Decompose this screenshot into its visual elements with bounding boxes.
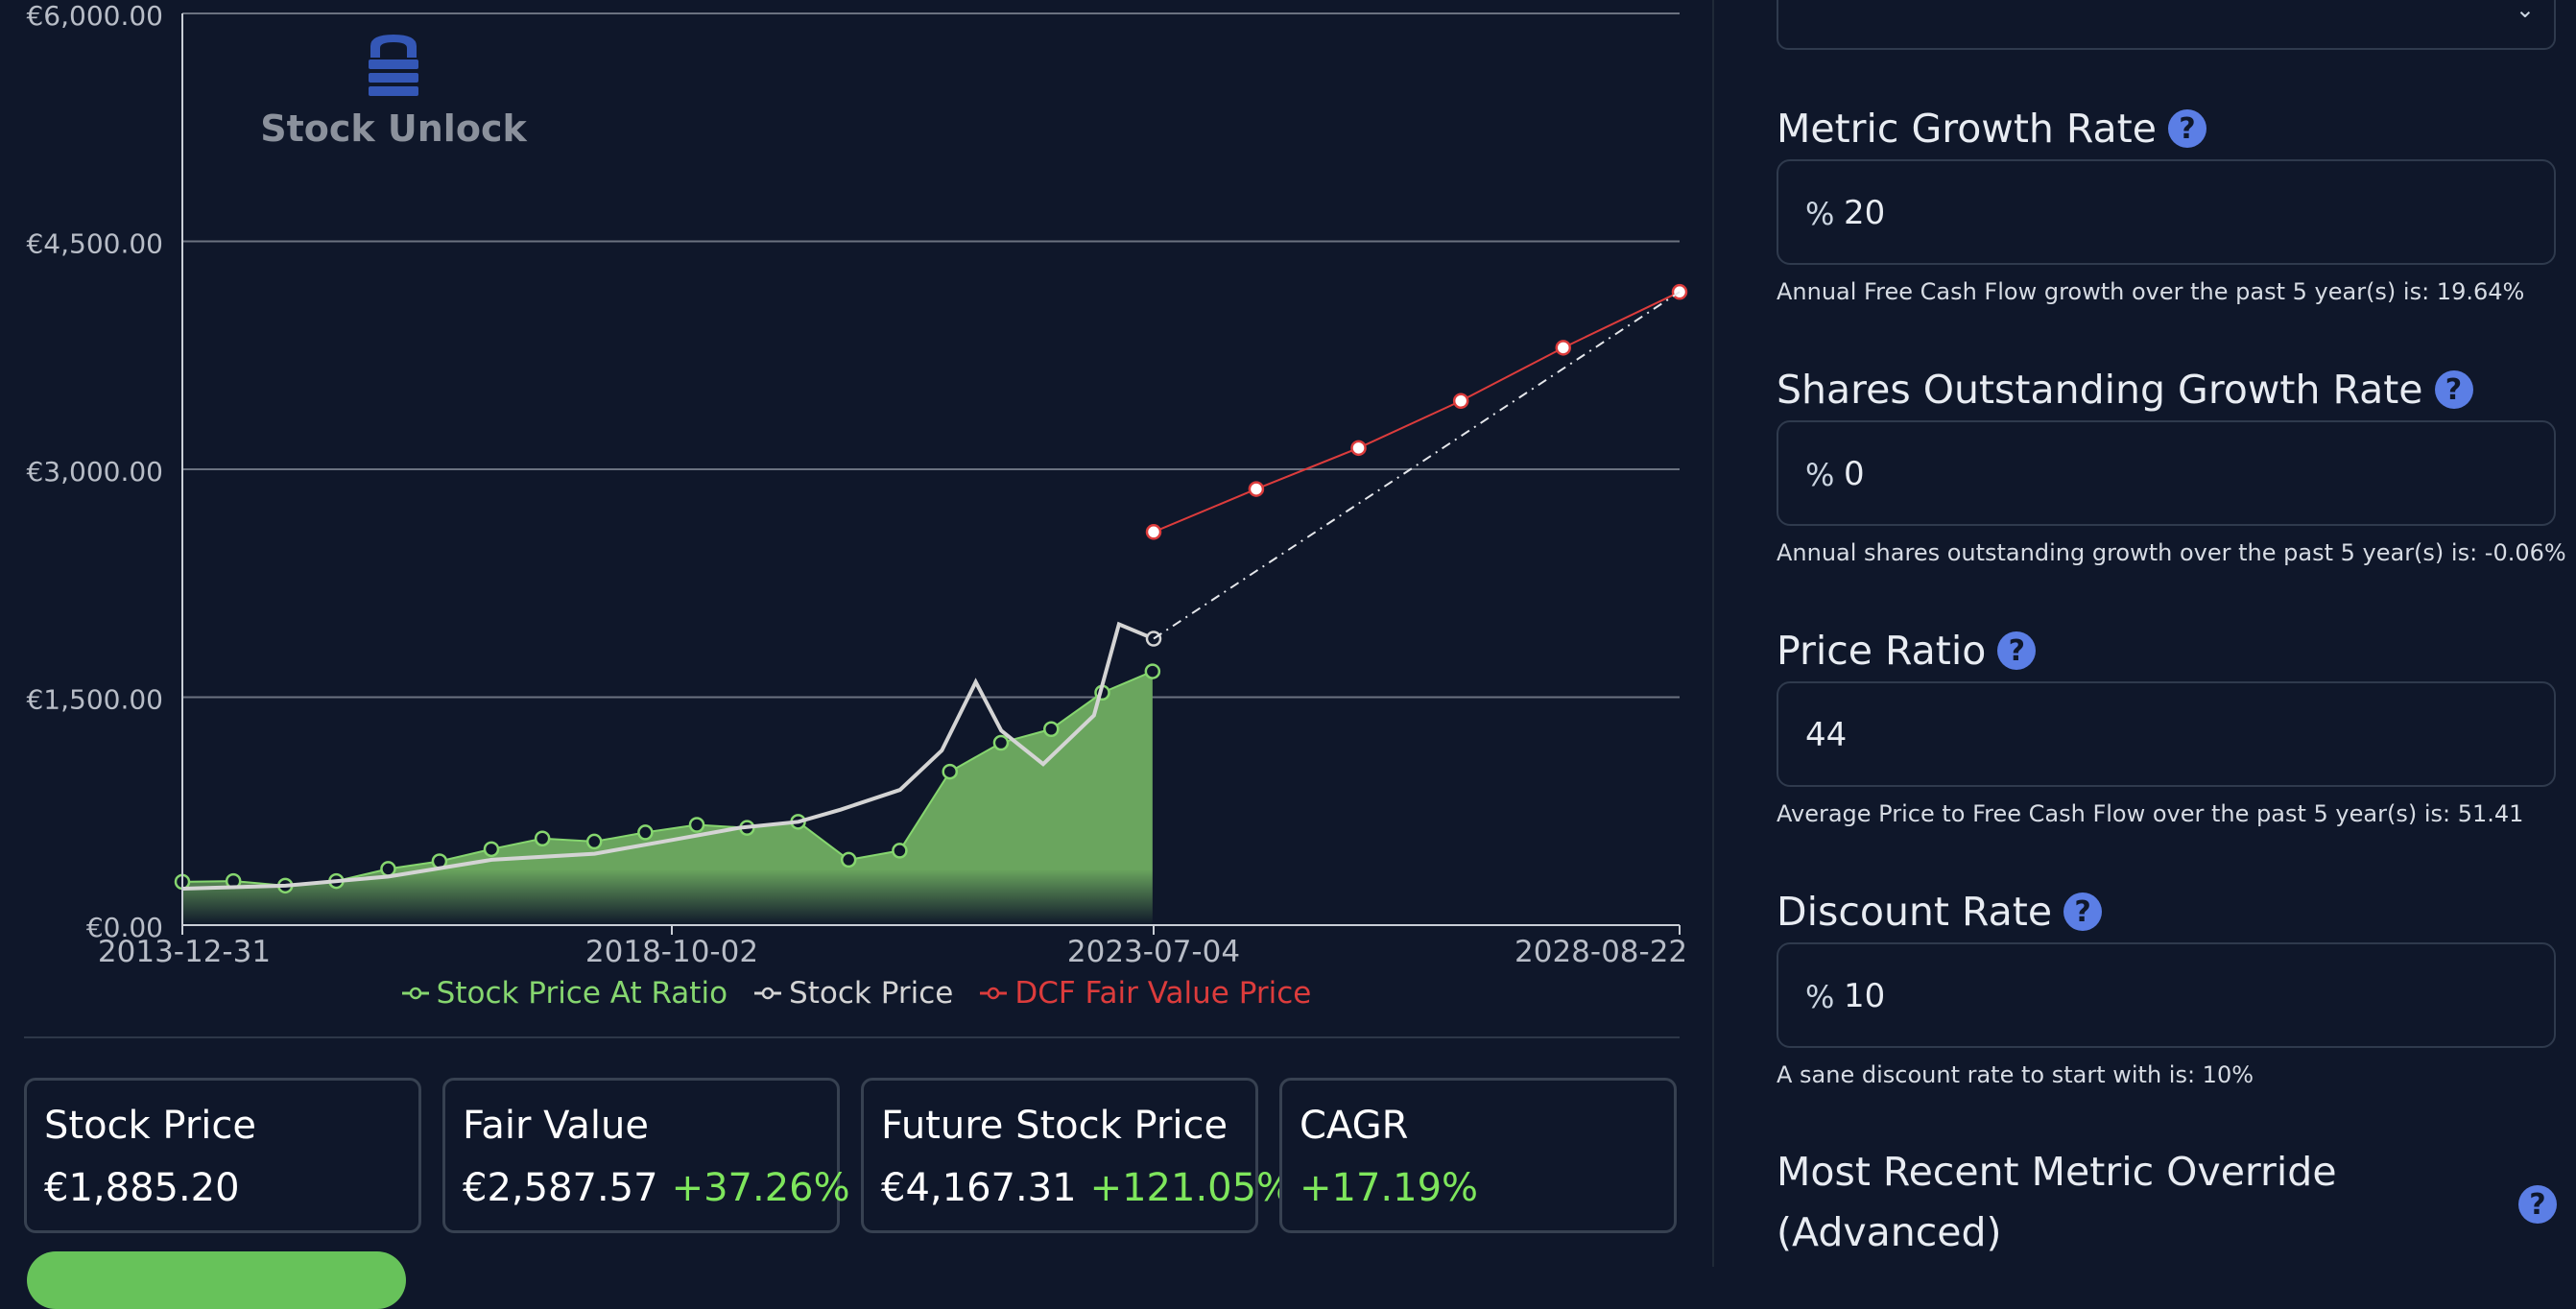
shares-growth-hint: Annual shares outstanding growth over th…: [1777, 539, 2566, 566]
dcf-fair-value-price-point[interactable]: [1145, 524, 1162, 540]
discount-rate-input[interactable]: % 10: [1777, 942, 2556, 1048]
card-title: Future Stock Price: [881, 1104, 1228, 1148]
x-tick-label: 2023-07-04: [1067, 935, 1240, 969]
years-select[interactable]: ⌄: [1777, 0, 2556, 50]
shares-growth-rate-label: Shares Outstanding Growth Rate ?: [1777, 367, 2473, 413]
help-icon[interactable]: ?: [1997, 631, 2037, 670]
discount-rate-hint: A sane discount rate to start with is: 1…: [1777, 1061, 2254, 1088]
fair-value-change: +37.26%: [671, 1166, 850, 1210]
legend-marker-icon: [754, 987, 782, 1000]
card-value: €1,885.20: [44, 1166, 240, 1210]
cagr-card: CAGR +17.19%: [1279, 1078, 1677, 1233]
stock-price-at-ratio-point[interactable]: [992, 734, 1010, 751]
label-text: Discount Rate: [1777, 889, 2053, 935]
stock-price-at-ratio-point[interactable]: [688, 817, 705, 833]
card-value: €4,167.31 +121.05%: [881, 1166, 1293, 1210]
stock-unlock-logo: Stock Unlock: [260, 35, 527, 150]
price-ratio-label: Price Ratio ?: [1777, 628, 2037, 674]
stock-price-value: €1,885.20: [44, 1166, 240, 1210]
dcf-fair-value-price-point[interactable]: [1350, 440, 1367, 457]
stock-price-at-ratio-point[interactable]: [892, 843, 908, 859]
legend-label: DCF Fair Value Price: [1014, 976, 1312, 1011]
stock-price-at-ratio-point[interactable]: [483, 841, 500, 858]
future-price-value: €4,167.31: [881, 1166, 1077, 1210]
stock-price-at-ratio-point[interactable]: [585, 833, 603, 850]
chevron-down-icon: ⌄: [2515, 0, 2535, 23]
dcf-fair-value-price-line: [1153, 291, 1681, 534]
stock-price-at-ratio-point[interactable]: [637, 824, 654, 841]
help-icon[interactable]: ?: [2518, 1185, 2557, 1224]
shares-growth-rate-input[interactable]: % 0: [1777, 420, 2556, 526]
card-title: CAGR: [1300, 1104, 1409, 1148]
metric-growth-hint: Annual Free Cash Flow growth over the pa…: [1777, 278, 2525, 305]
percent-prefix: %: [1805, 979, 1835, 1015]
price-ratio-hint: Average Price to Free Cash Flow over the…: [1777, 800, 2524, 827]
dcf-fair-value-price-point[interactable]: [1248, 481, 1265, 497]
stock-price-card: Stock Price €1,885.20: [24, 1078, 421, 1233]
legend-item-stock-price[interactable]: Stock Price: [754, 976, 953, 1011]
percent-prefix: %: [1805, 196, 1835, 232]
percent-prefix: %: [1805, 457, 1835, 493]
input-value: 20: [1844, 194, 1886, 232]
y-tick-label: €3,000.00: [26, 456, 163, 488]
label-text: Shares Outstanding Growth Rate: [1777, 367, 2423, 413]
label-text: Metric Growth Rate: [1777, 106, 2157, 152]
settings-panel: ⌄ Metric Growth Rate ? % 20 Annual Free …: [1743, 0, 2576, 1267]
card-value: €2,587.57 +37.26%: [463, 1166, 850, 1210]
x-tick-label: 2018-10-02: [585, 935, 758, 969]
cagr-value: +17.19%: [1300, 1166, 1479, 1210]
lock-logo-icon: [369, 35, 418, 96]
stock-price-at-ratio-point[interactable]: [534, 830, 551, 846]
stock-price-at-ratio-area: [182, 671, 1153, 925]
stock-price-point[interactable]: [1145, 631, 1162, 647]
panel-separator: [1712, 0, 1714, 1267]
input-value: 44: [1805, 716, 1848, 754]
stock-price-at-ratio-point[interactable]: [380, 861, 396, 877]
projection-line: [1153, 291, 1681, 640]
future-price-change: +121.05%: [1089, 1166, 1294, 1210]
metric-growth-rate-input[interactable]: % 20: [1777, 159, 2556, 265]
legend-item-stock-price-at-ratio[interactable]: Stock Price At Ratio: [401, 976, 728, 1011]
card-title: Fair Value: [463, 1104, 649, 1148]
stock-price-at-ratio-point[interactable]: [1144, 663, 1161, 679]
legend-label: Stock Price At Ratio: [436, 976, 728, 1011]
dcf-fair-value-price-point[interactable]: [1555, 340, 1572, 356]
price-ratio-input[interactable]: 44: [1777, 681, 2556, 787]
help-icon[interactable]: ?: [2063, 892, 2103, 931]
y-tick-label: €4,500.00: [26, 228, 163, 260]
input-value: 0: [1844, 455, 1865, 493]
logo-text: Stock Unlock: [260, 107, 527, 150]
fair-value-card: Fair Value €2,587.57 +37.26%: [442, 1078, 850, 1233]
x-tick-label: 2028-08-22: [1515, 935, 1687, 969]
legend-marker-icon: [980, 987, 1008, 1000]
stock-price-at-ratio-point[interactable]: [840, 851, 857, 869]
help-icon[interactable]: ?: [2167, 109, 2206, 148]
future-stock-price-card: Future Stock Price €4,167.31 +121.05%: [861, 1078, 1293, 1233]
stock-price-at-ratio-point[interactable]: [942, 763, 958, 780]
label-text: Price Ratio: [1777, 628, 1987, 674]
y-tick-label: €6,000.00: [26, 0, 163, 32]
legend-marker-icon: [401, 987, 429, 1000]
metric-override-label: Most Recent Metric Override (Advanced): [1777, 1149, 2337, 1255]
stock-price-at-ratio-point[interactable]: [1043, 721, 1060, 737]
x-tick-label: 2013-12-31: [98, 935, 271, 969]
input-value: 10: [1844, 977, 1886, 1015]
action-button[interactable]: [27, 1251, 406, 1309]
stock-price-line: [181, 621, 1155, 891]
metric-growth-rate-label: Metric Growth Rate ?: [1777, 106, 2206, 152]
legend-label: Stock Price: [789, 976, 954, 1011]
dcf-fair-value-price-point[interactable]: [1452, 393, 1469, 409]
legend-item-dcf-fair-value[interactable]: DCF Fair Value Price: [980, 976, 1311, 1011]
chart-panel: €0.00 €1,500.00 €3,000.00 €4,500.00 €6,000.0…: [0, 0, 1713, 1309]
y-tick-label: €1,500.00: [26, 684, 163, 716]
fair-value-value: €2,587.57: [463, 1166, 658, 1210]
divider: [24, 1036, 1680, 1038]
price-chart[interactable]: €0.00 €1,500.00 €3,000.00 €4,500.00 €6,000.0…: [0, 0, 1713, 969]
discount-rate-label: Discount Rate ?: [1777, 889, 2103, 935]
chart-legend: Stock Price At Ratio Stock Price DCF Fai…: [0, 976, 1713, 1011]
help-icon[interactable]: ?: [2434, 370, 2473, 409]
y-tick-label: €0.00: [86, 912, 163, 943]
card-title: Stock Price: [44, 1104, 256, 1148]
